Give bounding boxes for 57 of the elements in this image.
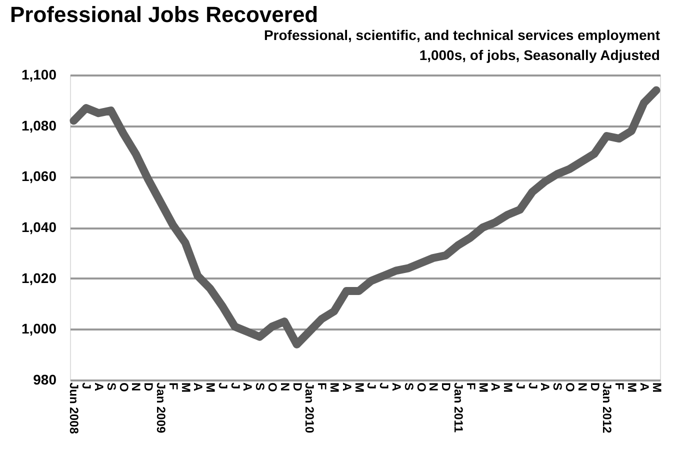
x-tick-label: J (377, 382, 392, 390)
x-tick-label: J (513, 382, 528, 390)
x-tick-label: Jan 2012 (600, 382, 614, 434)
x-tick-label: D (142, 382, 156, 392)
x-tick-label: A (240, 382, 255, 392)
x-tick-label: Jun 2008 (67, 382, 82, 434)
x-tick-label: N (426, 382, 441, 392)
y-tick-label: 1,040 (21, 219, 57, 235)
x-tick-label: A (92, 382, 106, 392)
x-tick-label: O (414, 382, 428, 392)
x-tick-label: N (278, 382, 292, 392)
chart-title: Professional Jobs Recovered (10, 2, 318, 27)
x-tick-label: S (550, 382, 565, 391)
x-tick-label: O (563, 382, 578, 392)
x-tick-label: S (253, 382, 268, 391)
x-tick-label: A (488, 382, 503, 392)
x-tick-label: N (575, 382, 590, 392)
x-tick-label: M (204, 382, 218, 392)
x-tick-label: A (538, 382, 552, 392)
x-tick-label: M (476, 382, 490, 392)
y-tick-label: 1,100 (21, 66, 57, 82)
x-tick-label: Jan 2009 (154, 382, 168, 434)
chart-subtitle: Professional, scientific, and technical services employment 1,000s, of jobs, Seasonally Adjusted (264, 27, 660, 63)
x-tick-label: A (637, 382, 652, 392)
x-tick-label: M (501, 382, 516, 392)
x-tick-label: J (364, 382, 379, 390)
y-tick-label: 1,000 (21, 320, 57, 337)
x-tick-label: N (129, 382, 144, 392)
x-tick-label: M (624, 382, 639, 392)
x-tick-label: F (612, 382, 627, 390)
x-tick-label: M (352, 382, 366, 392)
x-tick-label: F (166, 382, 180, 390)
x-tick-label: J (80, 382, 94, 390)
y-tick-label: 1,080 (21, 117, 57, 134)
x-tick-label: M (178, 382, 193, 392)
x-tick-label: Jan 2010 (302, 382, 317, 434)
x-tick-label: D (439, 382, 454, 392)
x-tick-label: A (340, 382, 354, 392)
x-tick-label: F (315, 382, 330, 390)
x-tick-label: F (464, 382, 478, 390)
x-tick-label: J (216, 382, 230, 390)
x-tick-label: S (402, 382, 416, 391)
y-tick-label: 1,060 (21, 168, 57, 184)
x-tick-label: A (389, 382, 404, 392)
x-tick-label: O (266, 382, 280, 392)
x-tick-label: Jan 2011 (451, 382, 466, 433)
x-tick-label: D (588, 382, 602, 392)
x-tick-label: A (191, 382, 206, 392)
x-tick-label: J (526, 382, 540, 390)
y-tick-label: 980 (33, 372, 57, 388)
y-tick-label: 1,020 (21, 270, 57, 286)
x-tick-label: J (228, 382, 242, 390)
x-tick-label: O (116, 382, 131, 392)
x-tick-label: M (650, 382, 664, 392)
x-tick-label: S (104, 382, 118, 391)
x-tick-label: M (328, 382, 342, 392)
x-tick-label: D (290, 382, 304, 392)
